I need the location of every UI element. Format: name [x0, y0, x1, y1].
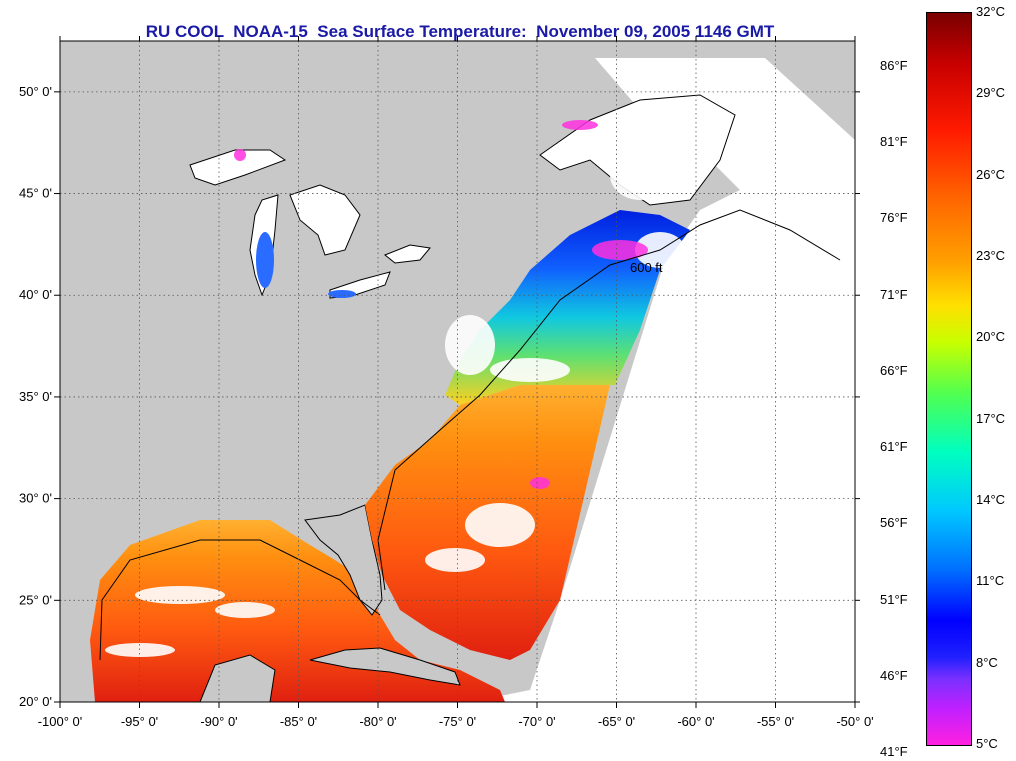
florida-land — [304, 504, 383, 616]
y-tick-label: 40° 0' — [19, 287, 52, 302]
colorbar-fahrenheit-label: 61°F — [880, 439, 908, 455]
y-tick-label: 35° 0' — [19, 389, 52, 404]
colorbar-fahrenheit-label: 51°F — [880, 591, 908, 607]
y-tick-label: 25° 0' — [19, 592, 52, 607]
colorbar-celsius-label: 29°C — [976, 85, 1006, 101]
x-tick-label: -80° 0' — [359, 714, 396, 729]
y-axis-labels: 50° 0' 45° 0' 40° 0' 35° 0' 30° 0' 25° 0' 20° … — [19, 84, 52, 709]
atlantic-no-data — [470, 58, 855, 702]
axis-ticks — [54, 36, 860, 708]
colorbar-fahrenheit-label: 71°F — [880, 286, 908, 302]
colorbar-fahrenheit-label: 86°F — [880, 58, 908, 73]
y-tick-label: 30° 0' — [19, 491, 52, 506]
y-tick-label: 20° 0' — [19, 694, 52, 709]
x-tick-label: -55° 0' — [757, 714, 794, 729]
x-tick-label: -50° 0' — [836, 714, 873, 729]
colorbar-celsius-label: 8°C — [976, 654, 998, 670]
colorbar-celsius-label: 5°C — [976, 736, 998, 751]
colorbar-celsius-label: 11°C — [976, 573, 1005, 589]
colorbar-fahrenheit-label: 41°F — [880, 744, 908, 759]
x-axis-labels: -100° 0' -95° 0' -90° 0' -85° 0' -80° 0' -75°… — [38, 714, 874, 729]
cuba-land — [309, 647, 461, 686]
colorbar-celsius-label: 32°C — [976, 4, 1006, 19]
y-tick-label: 50° 0' — [19, 84, 52, 99]
x-tick-label: -70° 0' — [518, 714, 555, 729]
lake-sst — [256, 232, 356, 298]
x-tick-label: -95° 0' — [121, 714, 158, 729]
x-tick-label: -65° 0' — [598, 714, 635, 729]
colorbar-fahrenheit-label: 66°F — [880, 362, 908, 378]
colorbar-fahrenheit-label: 46°F — [880, 667, 908, 683]
y-tick-label: 45° 0' — [19, 186, 52, 201]
colorbar-celsius-label: 23°C — [976, 248, 1006, 263]
colorbar-celsius-label: 17°C — [976, 410, 1006, 426]
isobath-label: 600 ft — [630, 260, 663, 275]
colorbar-celsius-label: 26°C — [976, 166, 1006, 182]
colorbar-fahrenheit-label: 81°F — [880, 134, 908, 150]
colorbar-celsius-label: 14°C — [976, 492, 1006, 507]
x-tick-label: -90° 0' — [200, 714, 237, 729]
colorbar-fahrenheit-label: 56°F — [880, 515, 908, 531]
x-tick-label: -60° 0' — [677, 714, 714, 729]
isobath-contour — [99, 209, 841, 661]
map-title: RU COOL NOAA-15 Sea Surface Temperature:… — [145, 22, 775, 41]
cloud-patches — [105, 150, 685, 657]
colorbar-celsius-label: 20°C — [976, 329, 1006, 345]
x-tick-label: -85° 0' — [280, 714, 317, 729]
x-tick-label: -75° 0' — [439, 714, 476, 729]
x-tick-label: -100° 0' — [38, 714, 83, 729]
colorbar-fahrenheit-label: 76°F — [880, 210, 908, 226]
colorbar — [926, 12, 972, 746]
graticule-grid — [60, 41, 855, 702]
cold-patches — [234, 120, 648, 489]
